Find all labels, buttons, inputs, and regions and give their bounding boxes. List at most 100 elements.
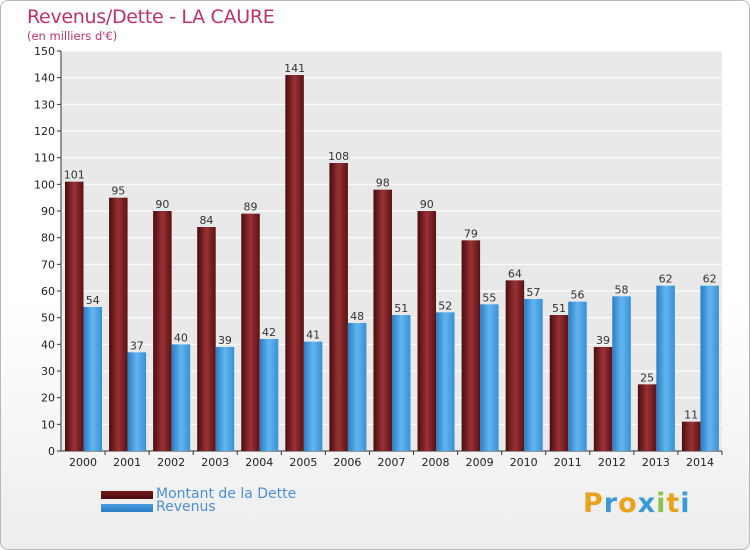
- data-label: 37: [130, 339, 144, 352]
- data-label: 57: [526, 286, 540, 299]
- data-label: 51: [552, 302, 566, 315]
- data-label: 64: [508, 267, 522, 280]
- legend-label-dette: Montant de la Dette: [156, 486, 297, 502]
- data-label: 48: [350, 310, 364, 323]
- bar-revenus: [215, 347, 235, 451]
- bar-dette: [461, 240, 481, 451]
- y-tick-label: 80: [41, 232, 55, 245]
- bar-dette: [549, 315, 569, 451]
- x-tick-label: 2001: [113, 456, 141, 469]
- bar-revenus: [436, 312, 455, 451]
- logo-letter: r: [603, 488, 619, 519]
- data-label: 39: [218, 334, 232, 347]
- bar-revenus: [259, 339, 279, 451]
- logo-letter: x: [637, 488, 657, 519]
- data-label: 52: [438, 299, 452, 312]
- x-tick-label: 2009: [466, 456, 494, 469]
- bar-revenus: [347, 323, 367, 451]
- bar-revenus: [83, 307, 102, 451]
- x-tick-label: 2005: [289, 456, 317, 469]
- data-label: 62: [659, 273, 673, 286]
- bar-dette: [285, 75, 304, 451]
- bar-dette: [373, 189, 392, 451]
- y-tick-label: 40: [41, 338, 55, 351]
- legend-swatch-dette: [101, 491, 153, 499]
- logo-letter: t: [666, 488, 681, 519]
- y-tick-label: 140: [34, 72, 55, 85]
- bar-revenus: [480, 304, 499, 451]
- y-tick-label: 0: [48, 445, 55, 458]
- bar-dette: [505, 280, 525, 451]
- data-label: 101: [64, 169, 85, 182]
- data-label: 95: [111, 185, 125, 198]
- bar-revenus: [524, 299, 543, 451]
- data-label: 89: [244, 201, 258, 214]
- x-tick-label: 2006: [333, 456, 361, 469]
- data-label: 84: [199, 214, 213, 227]
- x-tick-label: 2011: [554, 456, 582, 469]
- bar-dette: [637, 384, 657, 451]
- data-label: 40: [174, 331, 188, 344]
- bar-revenus: [127, 352, 147, 451]
- bar-revenus: [391, 315, 411, 451]
- bar-revenus: [612, 296, 631, 451]
- y-tick-label: 100: [34, 178, 55, 191]
- y-tick-label: 10: [41, 418, 55, 431]
- data-label: 98: [376, 177, 390, 190]
- y-tick-label: 90: [41, 205, 55, 218]
- y-tick-label: 30: [41, 365, 55, 378]
- data-label: 54: [86, 294, 100, 307]
- x-tick-label: 2003: [201, 456, 229, 469]
- data-label: 56: [570, 289, 584, 302]
- logo-letter: i: [656, 488, 667, 519]
- logo-letter: P: [583, 488, 604, 519]
- logo-letter: o: [618, 488, 638, 519]
- x-tick-label: 2004: [245, 456, 273, 469]
- y-tick-label: 20: [41, 392, 55, 405]
- x-tick-label: 2008: [422, 456, 450, 469]
- data-label: 79: [464, 227, 478, 240]
- data-label: 141: [284, 62, 305, 75]
- logo-letter: i: [680, 488, 691, 519]
- legend-swatch-revenus: [101, 504, 153, 512]
- bar-dette: [109, 197, 128, 451]
- chart-subtitle: (en milliers d'€): [27, 29, 118, 43]
- data-label: 62: [703, 273, 717, 286]
- data-label: 90: [420, 198, 434, 211]
- bar-dette: [197, 227, 216, 451]
- data-label: 42: [262, 326, 276, 339]
- data-label: 58: [615, 283, 629, 296]
- bar-revenus: [568, 301, 587, 451]
- legend-label-revenus: Revenus: [156, 499, 216, 515]
- bar-revenus: [656, 285, 675, 451]
- y-tick-label: 150: [34, 45, 55, 58]
- x-tick-label: 2014: [686, 456, 714, 469]
- bar-dette: [329, 163, 348, 451]
- x-tick-label: 2000: [69, 456, 97, 469]
- bar-dette: [681, 421, 701, 451]
- data-label: 25: [640, 371, 654, 384]
- bar-dette: [65, 181, 84, 451]
- y-tick-label: 120: [34, 125, 55, 138]
- bar-revenus: [171, 344, 191, 451]
- bar-dette: [241, 213, 260, 451]
- x-tick-label: 2007: [378, 456, 406, 469]
- bar-revenus: [303, 341, 323, 451]
- data-label: 11: [684, 409, 698, 422]
- x-tick-label: 2002: [157, 456, 185, 469]
- data-label: 90: [155, 198, 169, 211]
- bar-dette: [153, 211, 172, 451]
- chart-title: Revenus/Dette - LA CAURE: [27, 6, 275, 28]
- bar-dette: [417, 211, 437, 451]
- bar-dette: [593, 347, 613, 451]
- data-label: 41: [306, 329, 320, 342]
- x-tick-label: 2010: [510, 456, 538, 469]
- data-label: 39: [596, 334, 610, 347]
- data-label: 108: [328, 150, 349, 163]
- x-tick-label: 2012: [598, 456, 626, 469]
- x-tick-label: 2013: [642, 456, 670, 469]
- y-tick-label: 130: [34, 98, 55, 111]
- data-label: 55: [482, 291, 496, 304]
